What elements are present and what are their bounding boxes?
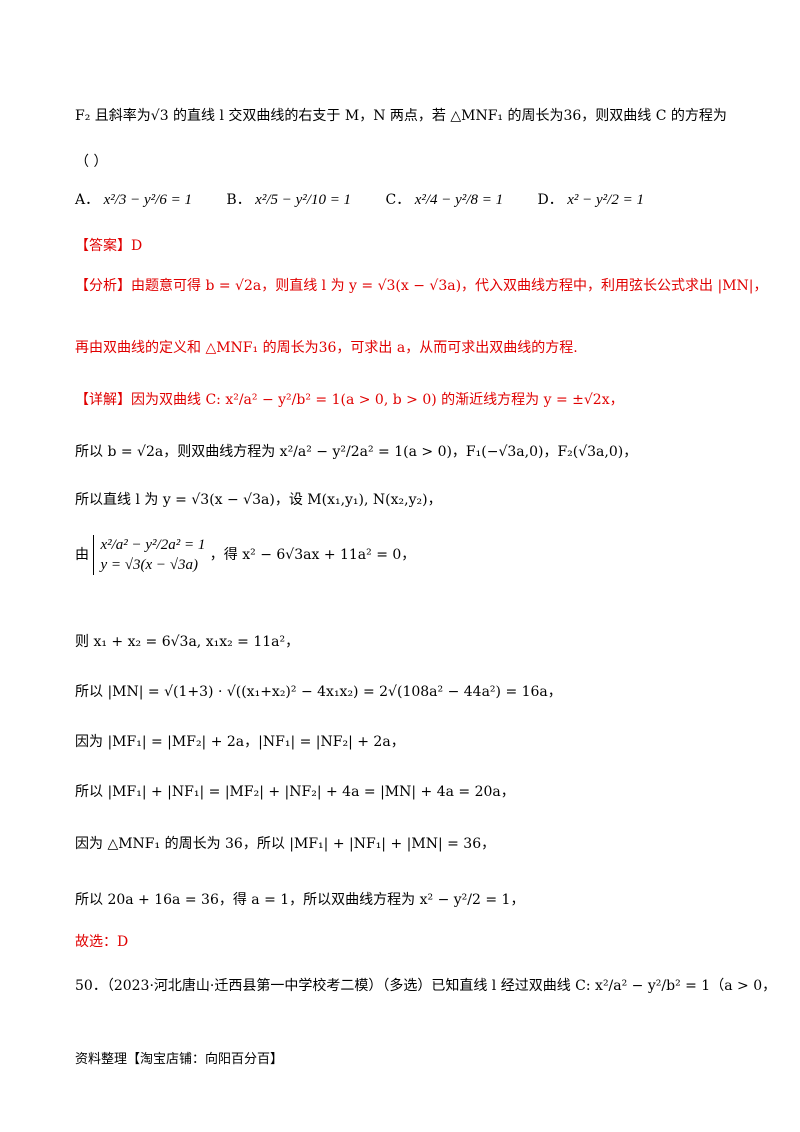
answer-paren: （ ） [75, 154, 108, 170]
option-c-label: C． [385, 192, 411, 208]
detail-line-1-text: 【详解】因为双曲线 C: x²/a² − y²/b² = 1(a > 0, b … [75, 392, 624, 408]
detail-conclusion: 故选：D [75, 934, 129, 950]
option-a[interactable]: A． x²/3 − y²/6 = 1 [75, 190, 192, 210]
answer-line: 【答案】D [75, 238, 143, 254]
system-prefix: 由 [75, 547, 89, 563]
detail-line-9: 因为 △MNF₁ 的周长为 36，所以 |MF₁| + |NF₁| + |MN|… [75, 836, 496, 852]
detail-line-5: 则 x₁ + x₂ = 6√3a, x₁x₂ = 11a²， [75, 634, 300, 650]
option-d[interactable]: D． x² − y²/2 = 1 [538, 190, 644, 210]
option-c-expr: x²/4 − y²/8 = 1 [414, 192, 504, 208]
detail-line-7: 因为 |MF₁| = |MF₂| + 2a，|NF₁| = |NF₂| + 2a… [75, 734, 405, 750]
footer-note: 资料整理【淘宝店铺：向阳百分百】 [75, 1052, 284, 1067]
option-b-expr: x²/5 − y²/10 = 1 [255, 192, 352, 208]
detail-line-10: 所以 20a + 16a = 36，得 a = 1，所以双曲线方程为 x² − … [75, 892, 525, 908]
equation-system: 由 x²/a² − y²/2a² = 1 y = √3(x − √3a) ，得 … [75, 535, 740, 575]
option-a-expr: x²/3 − y²/6 = 1 [103, 192, 192, 208]
system-result: ，得 x² − 6√3ax + 11a² = 0， [209, 547, 416, 563]
analysis-line-2: 再由双曲线的定义和 △MNF₁ 的周长为36，可求出 a，从而可求出双曲线的方程… [75, 340, 578, 356]
option-c[interactable]: C． x²/4 − y²/8 = 1 [386, 190, 504, 210]
option-a-label: A． [75, 192, 100, 208]
option-d-expr: x² − y²/2 = 1 [567, 192, 644, 208]
detail-line-2: 所以 b = √2a，则双曲线方程为 x²/a² − y²/2a² = 1(a … [75, 444, 638, 460]
options-row: A． x²/3 − y²/6 = 1 B． x²/5 − y²/10 = 1 C… [75, 190, 740, 210]
detail-line-8: 所以 |MF₁| + |NF₁| = |MF₂| + |NF₂| + 4a = … [75, 784, 515, 800]
option-d-label: D． [537, 192, 563, 208]
question-stem: F₂ 且斜率为√3 的直线 l 交双曲线的右支于 M，N 两点，若 △MNF₁ … [75, 108, 727, 124]
system-eq-2: y = √3(x − √3a) [100, 557, 198, 573]
detail-line-3: 所以直线 l 为 y = √3(x − √3a)，设 M(x₁,y₁), N(x… [75, 492, 442, 508]
analysis-line-1: 【分析】由题意可得 b = √2a，则直线 l 为 y = √3(x − √3a… [75, 278, 768, 294]
question-50-stem: 50．（2023·河北唐山·迁西县第一中学校考二模）（多选）已知直线 l 经过双… [75, 978, 777, 994]
system-brace: x²/a² − y²/2a² = 1 y = √3(x − √3a) [93, 535, 205, 575]
option-b-label: B． [226, 192, 251, 208]
detail-line-6: 所以 |MN| = √(1+3) · √((x₁+x₂)² − 4x₁x₂) =… [75, 684, 562, 700]
detail-line-1: 【详解】因为双曲线 C: x²/a² − y²/b² = 1(a > 0, b … [75, 390, 740, 410]
option-b[interactable]: B． x²/5 − y²/10 = 1 [226, 190, 351, 210]
system-eq-1: x²/a² − y²/2a² = 1 [100, 537, 206, 553]
